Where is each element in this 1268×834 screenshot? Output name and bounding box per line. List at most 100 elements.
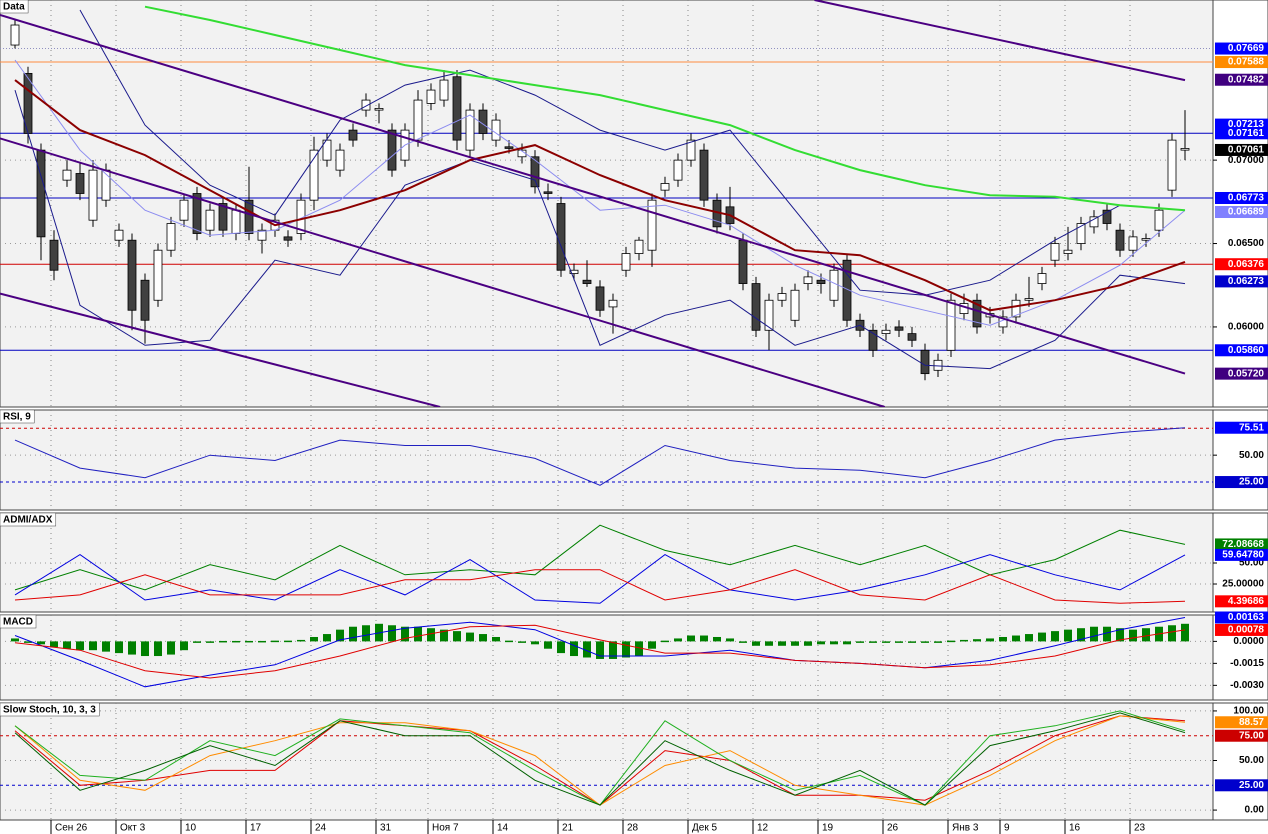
y-tick-label: 50.00 — [1239, 755, 1264, 766]
x-tick-label: Окт 3 — [120, 823, 146, 834]
histogram-bar — [1168, 625, 1176, 642]
histogram-bar — [557, 641, 565, 654]
candle-body — [140, 279, 150, 321]
candle-body — [1024, 298, 1034, 301]
candle-body — [673, 159, 683, 181]
histogram-bar — [284, 640, 292, 643]
candle-body — [374, 108, 384, 111]
candle-body — [1102, 209, 1112, 224]
histogram-bar — [856, 641, 864, 643]
candle-body — [530, 156, 540, 188]
histogram-bar — [947, 640, 955, 643]
x-tick-label: 26 — [887, 823, 899, 834]
histogram-bar — [167, 641, 175, 655]
candle-body — [1037, 273, 1047, 284]
candle-body — [634, 239, 644, 254]
histogram-bar — [1064, 629, 1072, 642]
histogram-bar — [206, 641, 214, 643]
indicator-line — [144, 5, 1186, 212]
histogram-bar — [219, 640, 227, 643]
candle-body — [75, 173, 85, 194]
histogram-bar — [609, 641, 617, 659]
value-label-box — [1215, 611, 1268, 624]
histogram-bar — [895, 641, 903, 643]
histogram-bar — [1129, 629, 1137, 642]
histogram-bar — [739, 641, 747, 643]
candle-body — [491, 119, 501, 141]
value-label-box — [1215, 275, 1268, 288]
value-label: 75.51 — [1239, 422, 1264, 433]
histogram-bar — [687, 635, 695, 642]
candle-body — [881, 329, 891, 335]
candle-body — [465, 109, 475, 151]
y-tick-label: -0.0015 — [1230, 658, 1264, 669]
value-label-box — [1215, 258, 1268, 271]
histogram-bar — [336, 629, 344, 642]
histogram-bar — [960, 639, 968, 642]
candle-body — [88, 169, 98, 221]
histogram-bar — [934, 641, 942, 643]
histogram-bar — [778, 641, 786, 646]
value-label-box — [1215, 143, 1268, 156]
candle-body — [621, 253, 631, 271]
x-tick-label: 10 — [185, 823, 197, 834]
histogram-bar — [570, 641, 578, 657]
value-label-box — [1215, 206, 1268, 219]
candle-body — [114, 229, 124, 241]
candle-body — [920, 349, 930, 375]
panel-title-box — [0, 512, 57, 527]
histogram-bar — [804, 641, 812, 646]
candle-body — [738, 239, 748, 284]
candle-body — [10, 24, 20, 46]
candle-body — [218, 203, 228, 231]
histogram-bar — [141, 641, 149, 657]
x-tick-label: 16 — [1069, 823, 1081, 834]
histogram-bar — [232, 640, 240, 643]
histogram-bar — [271, 640, 279, 643]
candle-body — [452, 76, 462, 141]
histogram-bar — [1051, 631, 1059, 642]
candle-body — [335, 149, 345, 171]
candle-body — [244, 199, 254, 234]
histogram-bar — [1116, 628, 1124, 642]
level-label-box — [1215, 779, 1268, 792]
histogram-bar — [700, 635, 708, 642]
histogram-bar — [1090, 626, 1098, 642]
indicator-line — [14, 624, 1186, 679]
candle-body — [49, 239, 59, 271]
histogram-bar — [89, 641, 97, 651]
candle-body — [686, 139, 696, 161]
y-tick-label: 50.00 — [1239, 558, 1264, 569]
indicator-line — [14, 89, 1186, 370]
histogram-bar — [635, 641, 643, 657]
histogram-bar — [466, 632, 474, 642]
candle-body — [1154, 209, 1164, 231]
candle-body — [647, 199, 657, 251]
value-label-box — [1215, 548, 1268, 561]
candle-body — [790, 289, 800, 321]
panel-title: RSI, 9 — [3, 412, 31, 423]
value-label: 4.39686 — [1228, 596, 1265, 607]
histogram-bar — [1103, 626, 1111, 642]
value-label-box — [1215, 127, 1268, 140]
panel-title: Data — [3, 2, 25, 13]
candle-body — [166, 223, 176, 251]
histogram-bar — [882, 641, 890, 643]
indicator-line — [14, 712, 1186, 806]
histogram-bar — [544, 641, 552, 649]
y-tick-label: 0.06500 — [1228, 238, 1265, 249]
histogram-bar — [817, 641, 825, 645]
candle-body — [205, 209, 215, 231]
indicator-line — [14, 79, 1186, 312]
level-label-box — [1215, 729, 1268, 742]
value-label-box — [1215, 56, 1268, 69]
value-label-box — [1215, 623, 1268, 636]
candle-body — [413, 99, 423, 141]
value-label-box — [1215, 42, 1268, 55]
panel — [0, 703, 1213, 820]
indicator-line — [79, 9, 1186, 296]
candle-body — [582, 279, 592, 284]
candle-body — [764, 299, 774, 331]
candle-body — [608, 299, 618, 308]
